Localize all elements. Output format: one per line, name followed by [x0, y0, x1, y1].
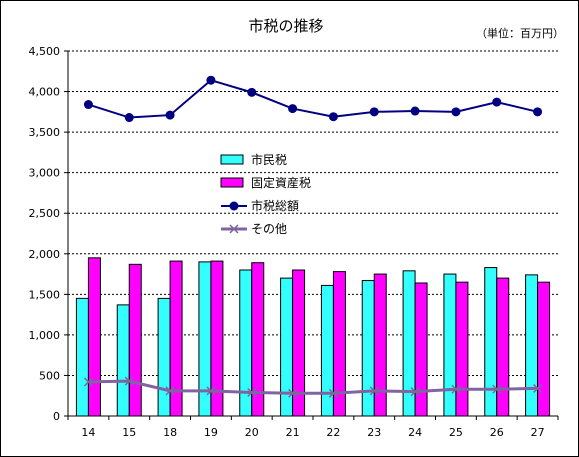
legend-label: 固定資産税 [251, 175, 311, 190]
bar-shiminzei [320, 284, 334, 417]
bar-koteishisanzei [455, 281, 469, 417]
y-tick-label: 3,000 [29, 167, 61, 180]
point-other [328, 388, 338, 398]
point-other [83, 377, 93, 387]
x-tick-label: 24 [408, 426, 422, 439]
legend-label: 市税総額 [251, 198, 299, 213]
point-other [124, 376, 134, 386]
y-tick-label: 3,500 [29, 126, 61, 139]
point-other [410, 387, 420, 397]
point-other [451, 384, 461, 394]
bar-shiminzei [443, 273, 457, 417]
bar-koteishisanzei [414, 282, 428, 417]
point-total [124, 113, 134, 123]
legend-label: その他 [251, 222, 287, 236]
point-total [83, 100, 93, 110]
point-total [165, 110, 175, 120]
x-tick-label: 23 [367, 426, 381, 439]
y-tick-label: 1,500 [29, 288, 61, 301]
bar-koteishisanzei [128, 263, 142, 417]
bar-shiminzei [116, 304, 130, 417]
legend-swatch [220, 177, 244, 188]
y-tick-label: 2,000 [29, 248, 61, 261]
bar-koteishisanzei [373, 273, 387, 417]
x-tick-label: 25 [449, 426, 463, 439]
point-total [492, 97, 502, 107]
point-total [328, 112, 338, 122]
bar-koteishisanzei [537, 281, 551, 417]
bar-layer [75, 257, 551, 417]
grid-layer [68, 50, 558, 376]
point-total [533, 107, 543, 117]
line-total [88, 79, 538, 119]
y-tick-label: 2,500 [29, 207, 61, 220]
point-other [533, 383, 543, 393]
y-tick-label: 500 [39, 369, 60, 382]
x-tick-label: 19 [204, 426, 218, 439]
bar-shiminzei [75, 297, 89, 417]
x-tick-label: 21 [286, 426, 300, 439]
x-tick-label: 26 [490, 426, 504, 439]
legend-swatch [220, 154, 244, 165]
y-tick-label: 4,500 [29, 45, 61, 58]
point-total [288, 104, 298, 114]
axis-layer: 0 500 1,000 1,500 2,000 2,500 3,000 3,500 4,000 4… [29, 45, 559, 439]
point-total [410, 106, 420, 116]
y-tick-label: 1,000 [29, 329, 61, 342]
chart-title: 市税の推移 [248, 17, 323, 35]
point-total [206, 75, 216, 85]
point-other [369, 386, 379, 396]
legend-label: 市民税 [251, 152, 287, 167]
point-other [206, 386, 216, 396]
point-other [247, 387, 257, 398]
bar-koteishisanzei [87, 257, 101, 417]
y-tick-label: 4,000 [29, 86, 61, 99]
point-total [369, 107, 379, 117]
bar-koteishisanzei [496, 277, 510, 417]
point-other [492, 384, 502, 394]
x-tick-label: 22 [326, 426, 340, 439]
x-tick-label: 14 [81, 426, 95, 439]
line-layer [83, 75, 543, 398]
point-total [247, 87, 257, 97]
point-other [288, 388, 298, 398]
bar-shiminzei [157, 297, 171, 417]
bar-shiminzei [525, 274, 539, 417]
x-tick-label: 20 [245, 426, 259, 439]
x-tick-label: 18 [163, 426, 177, 439]
bar-shiminzei [484, 267, 498, 417]
point-other [165, 386, 175, 396]
y-tick-label: 0 [53, 410, 60, 423]
unit-label: （単位：百万円） [476, 26, 564, 40]
legend-marker [229, 224, 239, 234]
bar-shiminzei [361, 280, 375, 417]
legend-marker [229, 201, 239, 211]
line-other [88, 379, 538, 395]
x-tick-label: 15 [122, 426, 136, 439]
x-tick-label: 27 [531, 426, 545, 439]
point-total [451, 107, 461, 117]
